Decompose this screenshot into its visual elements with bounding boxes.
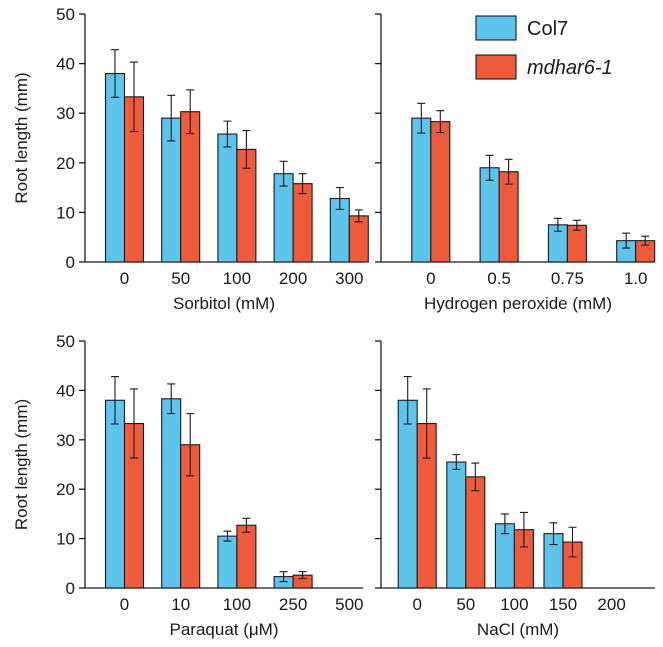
- chart-panel-2: 0 0.5 0.75 1.0 Hydrogen peroxide (mM): [375, 13, 656, 313]
- bar-mdhar6-1: [465, 476, 486, 589]
- error-bar: [549, 522, 558, 546]
- error-bar: [130, 388, 138, 459]
- x-tick-label: 100: [223, 269, 251, 288]
- bar-col7: [217, 133, 238, 263]
- chart-panel-1: 0 10 20 30 40 50 Root length (mm) 0 50 100 200 300 S…: [12, 5, 369, 313]
- error-bar: [186, 89, 195, 135]
- y-tick-label: 20: [56, 480, 75, 499]
- y-axis-title: Root length (mm): [12, 399, 31, 530]
- bar-col7: [217, 535, 238, 589]
- x-tick-label: 100: [223, 595, 251, 614]
- legend-label-mdhar6-1: mdhar6-1: [527, 57, 613, 79]
- bar-mdhar6-1: [348, 215, 369, 263]
- error-bar: [417, 102, 426, 134]
- error-bar: [622, 232, 631, 249]
- y-tick-label: 10: [56, 203, 75, 222]
- bar-col7: [397, 399, 418, 589]
- error-bar: [167, 94, 176, 142]
- x-axis-title: NaCl (mM): [477, 620, 559, 639]
- x-axis-title: Hydrogen peroxide (mM): [424, 294, 612, 313]
- error-bar: [553, 217, 562, 232]
- chart-panel-4: 0 50 100 150 200 NaCl (mM): [375, 340, 655, 639]
- error-bar: [279, 160, 288, 187]
- x-tick-label: 0: [412, 595, 421, 614]
- error-bar: [452, 454, 461, 470]
- error-bar: [186, 413, 195, 477]
- error-bar: [519, 511, 528, 548]
- x-axis-title: Sorbitol (mM): [173, 294, 275, 313]
- error-bar: [242, 517, 251, 533]
- bar-mdhar6-1: [430, 121, 451, 263]
- x-tick-label: 500: [335, 595, 363, 614]
- y-axis-title: Root length (mm): [12, 72, 31, 203]
- y-tick-label: 40: [56, 55, 75, 74]
- error-bar: [335, 187, 344, 210]
- error-bar: [223, 530, 232, 542]
- y-tick-label: 0: [66, 579, 75, 598]
- error-bar: [298, 173, 307, 195]
- bar-mdhar6-1: [180, 111, 201, 263]
- x-tick-label: 150: [549, 595, 577, 614]
- bar-col7: [161, 398, 182, 589]
- bar-mdhar6-1: [292, 183, 313, 263]
- bar-col7: [273, 173, 294, 263]
- error-bar: [354, 209, 363, 223]
- y-tick-label: 50: [56, 332, 75, 351]
- legend-swatch-mdhar6-1: [475, 54, 517, 80]
- x-tick-label: 0: [426, 269, 435, 288]
- error-bar: [111, 376, 119, 425]
- bar-mdhar6-1: [498, 171, 519, 263]
- y-tick-label: 0: [66, 253, 75, 272]
- y-tick-label: 30: [56, 431, 75, 450]
- error-bar: [504, 158, 513, 185]
- error-bar: [422, 388, 431, 459]
- x-tick-label: 200: [279, 269, 307, 288]
- error-bar: [641, 235, 650, 246]
- y-tick-label: 30: [56, 104, 75, 123]
- y-tick-label: 20: [56, 154, 75, 173]
- y-tick-label: 50: [56, 5, 75, 24]
- bar-col7: [104, 399, 126, 589]
- legend-label-col7: Col7: [527, 18, 568, 40]
- x-tick-label: 200: [597, 595, 625, 614]
- error-bar: [485, 154, 494, 181]
- x-tick-label: 0: [120, 269, 129, 288]
- error-bar: [167, 383, 176, 415]
- legend: Col7 mdhar6-1: [475, 15, 613, 80]
- x-tick-label: 10: [171, 595, 190, 614]
- error-bar: [279, 571, 288, 583]
- error-bar: [471, 462, 480, 492]
- error-bar: [568, 526, 577, 558]
- bar-col7: [446, 461, 467, 589]
- bar-col7: [104, 72, 126, 263]
- error-bar: [223, 120, 232, 148]
- x-tick-label: 0.75: [551, 269, 584, 288]
- x-tick-label: 0.5: [487, 269, 511, 288]
- error-bar: [403, 376, 412, 425]
- x-tick-label: 50: [456, 595, 475, 614]
- bar-mdhar6-1: [236, 524, 257, 589]
- x-tick-label: 250: [279, 595, 307, 614]
- x-tick-label: 1.0: [624, 269, 648, 288]
- chart-panel-3: 0 10 20 30 40 50 Root length (mm) 0 10 100 250 500 P…: [12, 332, 363, 639]
- error-bar: [572, 219, 581, 231]
- x-tick-label: 100: [500, 595, 528, 614]
- x-axis-title: Paraquat (μM): [170, 620, 279, 639]
- error-bar: [242, 130, 251, 169]
- bar-col7: [479, 167, 500, 263]
- y-tick-label: 40: [56, 381, 75, 400]
- y-tick-label: 10: [56, 530, 75, 549]
- x-tick-label: 300: [335, 269, 363, 288]
- error-bar: [436, 110, 445, 134]
- error-bar: [111, 49, 119, 98]
- error-bar: [130, 61, 138, 133]
- bar-col7: [411, 117, 432, 263]
- legend-swatch-col7: [475, 15, 517, 41]
- error-bar: [298, 571, 307, 580]
- x-tick-label: 50: [171, 269, 190, 288]
- x-tick-label: 0: [120, 595, 129, 614]
- error-bar: [500, 513, 509, 535]
